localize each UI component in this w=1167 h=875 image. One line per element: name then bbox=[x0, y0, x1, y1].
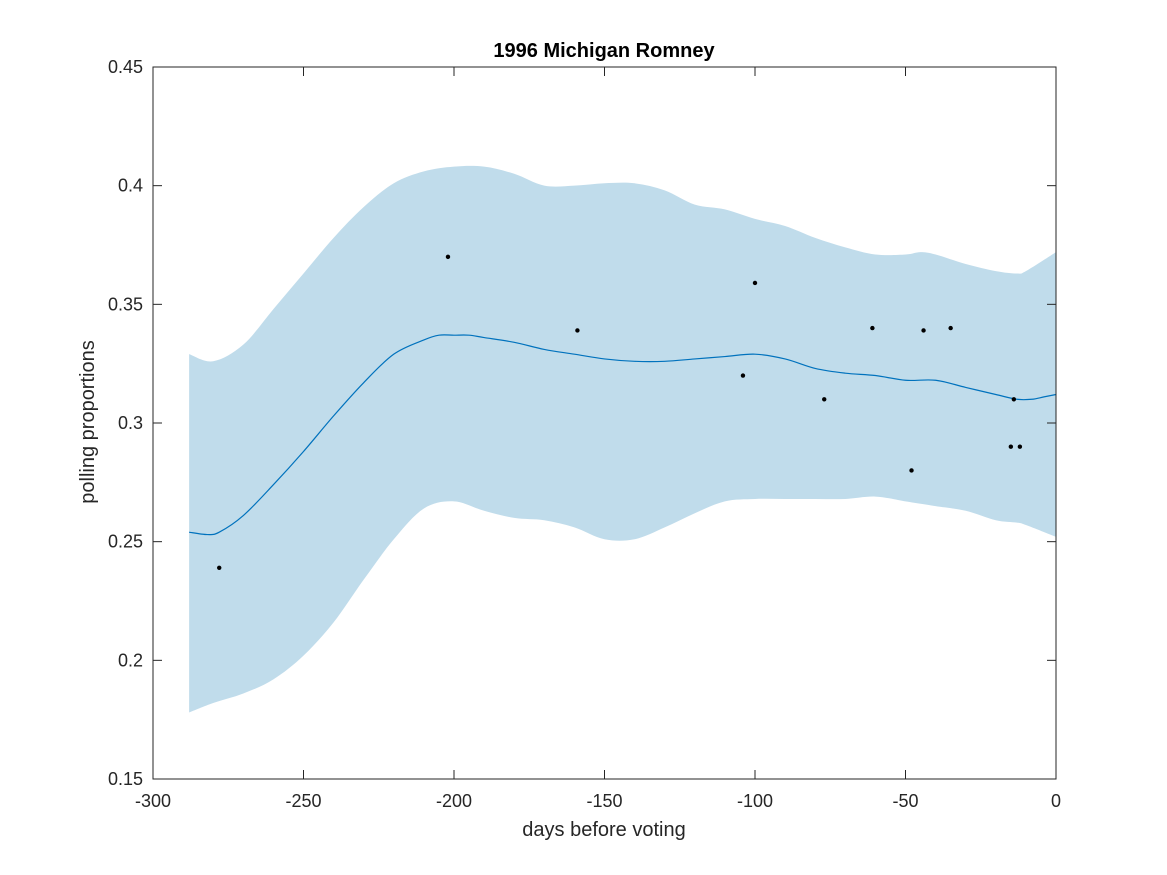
poll-point bbox=[445, 254, 451, 260]
x-tick-label: 0 bbox=[1051, 791, 1061, 811]
x-tick-label: -100 bbox=[737, 791, 773, 811]
confidence-band bbox=[189, 165, 1056, 713]
poll-point bbox=[909, 468, 914, 473]
trend-line bbox=[189, 334, 1057, 536]
x-tick-label: -150 bbox=[586, 791, 622, 811]
y-tick-label: 0.2 bbox=[118, 650, 143, 670]
y-tick-label: 0.15 bbox=[108, 769, 143, 789]
y-tick-label: 0.3 bbox=[118, 413, 143, 433]
poll-point bbox=[1017, 444, 1023, 449]
plot-area bbox=[189, 165, 1057, 713]
y-tick-label: 0.35 bbox=[108, 294, 143, 314]
poll-point bbox=[752, 280, 758, 286]
x-tick-label: -300 bbox=[135, 791, 171, 811]
x-tick-label: -50 bbox=[892, 791, 918, 811]
poll-point bbox=[822, 397, 827, 402]
poll-point bbox=[1008, 444, 1014, 449]
poll-point bbox=[740, 373, 746, 378]
chart-title: 1996 Michigan Romney bbox=[493, 40, 715, 62]
x-tick-label: -250 bbox=[285, 791, 321, 811]
axes: -300 -250 -200 -150 -100 -50 0 0.15 0.2 0.25 0.3 0.… bbox=[108, 57, 1061, 811]
y-tick-label: 0.4 bbox=[118, 176, 143, 196]
poll-point bbox=[870, 325, 875, 331]
poll-point bbox=[217, 565, 222, 570]
y-axis-label: polling proportions bbox=[77, 340, 99, 503]
poll-point bbox=[1011, 397, 1017, 402]
x-tick-label: -200 bbox=[436, 791, 472, 811]
poll-point bbox=[921, 328, 926, 333]
y-tick-label: 0.45 bbox=[108, 57, 143, 77]
poll-point bbox=[948, 325, 953, 331]
y-tick-label: 0.25 bbox=[108, 532, 143, 552]
poll-point bbox=[575, 328, 580, 333]
x-axis-label: days before voting bbox=[522, 819, 685, 841]
